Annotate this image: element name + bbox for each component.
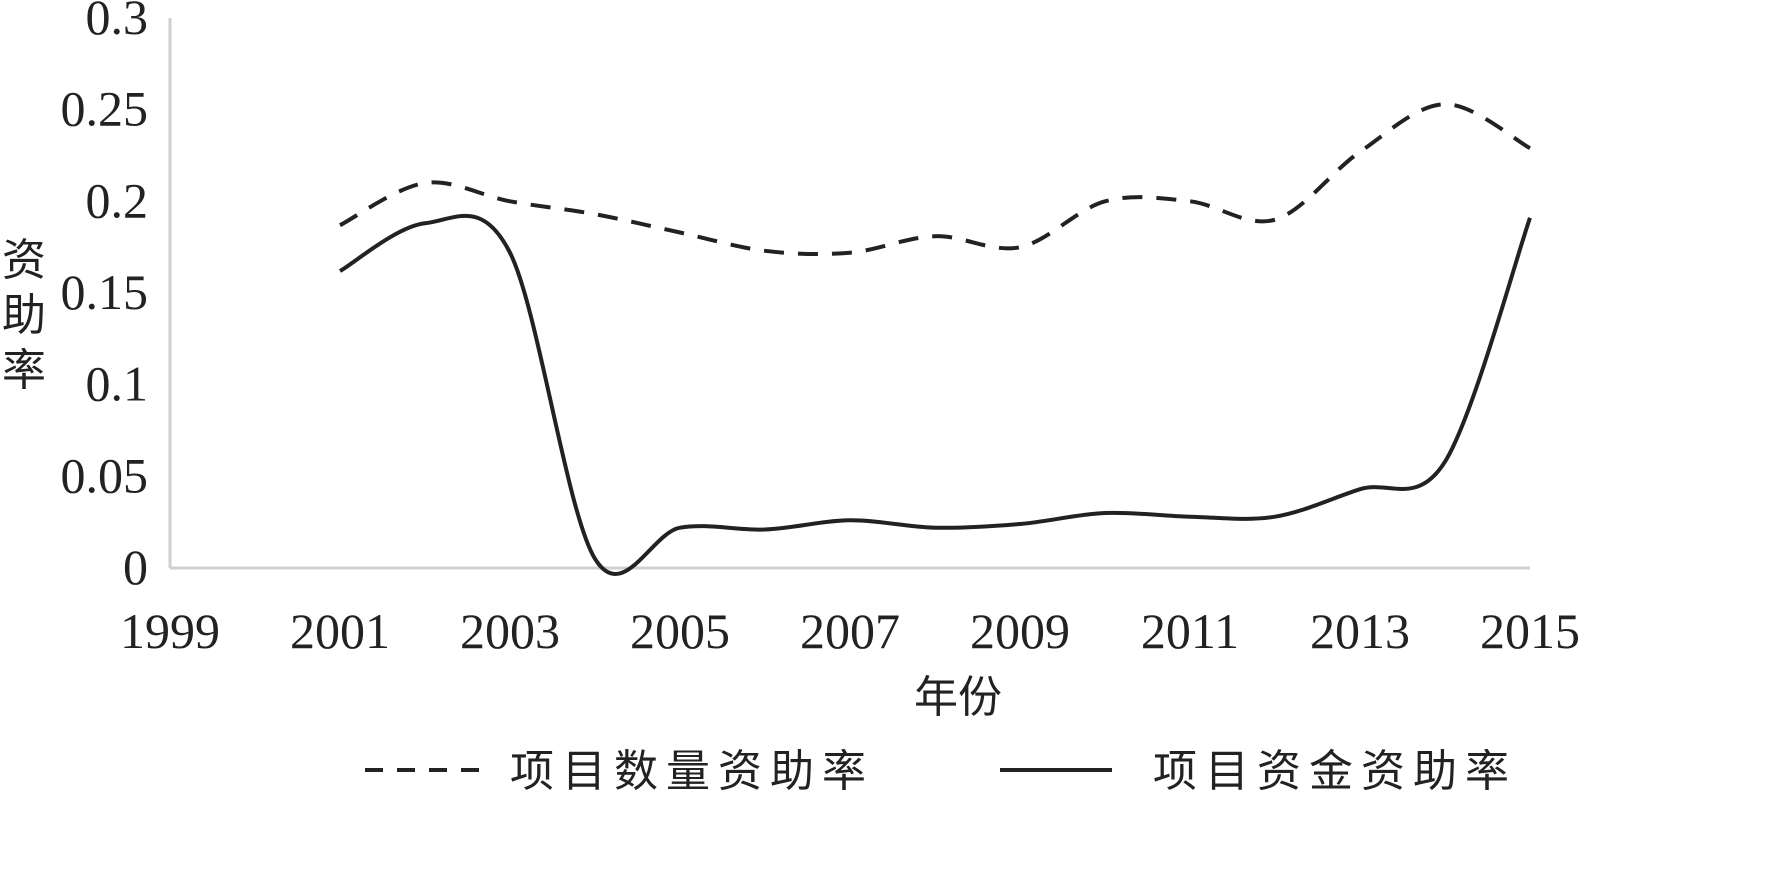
y-axis-title: 资助率	[2, 235, 46, 396]
x-tick-label: 2015	[1480, 603, 1580, 659]
legend-label-series-2: 项目资金资助率	[1153, 746, 1517, 797]
legend: 项目数量资助率 项目资金资助率	[365, 746, 1517, 797]
y-tick-label: 0.3	[86, 0, 149, 45]
y-tick-label: 0.05	[61, 447, 149, 503]
y-axis-title-char: 助	[2, 290, 46, 341]
x-tick-label: 2007	[800, 603, 900, 659]
x-tick-label: 1999	[120, 603, 220, 659]
x-tick-label: 2005	[630, 603, 730, 659]
x-tick-label: 2001	[290, 603, 390, 659]
y-tick-label: 0.25	[61, 81, 149, 137]
x-tick-label: 2013	[1310, 603, 1410, 659]
x-tick-label: 2009	[970, 603, 1070, 659]
x-tick-labels: 1999 2001 2003 2005 2007 2009 2011 2013 2015	[120, 603, 1580, 659]
series-line-1	[339, 102, 1531, 257]
y-axis-title-char: 率	[2, 345, 46, 396]
y-tick-label: 0	[123, 539, 148, 595]
x-axis-title: 年份	[914, 672, 1002, 723]
x-tick-label: 2003	[460, 603, 560, 659]
axes	[168, 18, 1530, 570]
y-tick-label: 0.15	[61, 264, 149, 320]
y-tick-label: 0.1	[86, 356, 149, 412]
series-line-2	[338, 213, 1532, 576]
y-tick-label: 0.2	[86, 172, 149, 228]
y-tick-labels: 0 0.05 0.1 0.15 0.2 0.25 0.3	[61, 0, 149, 595]
y-axis-title-char: 资	[2, 235, 46, 286]
legend-label-series-1: 项目数量资助率	[510, 746, 874, 797]
x-tick-label: 2011	[1141, 603, 1239, 659]
series-lines	[338, 102, 1532, 576]
